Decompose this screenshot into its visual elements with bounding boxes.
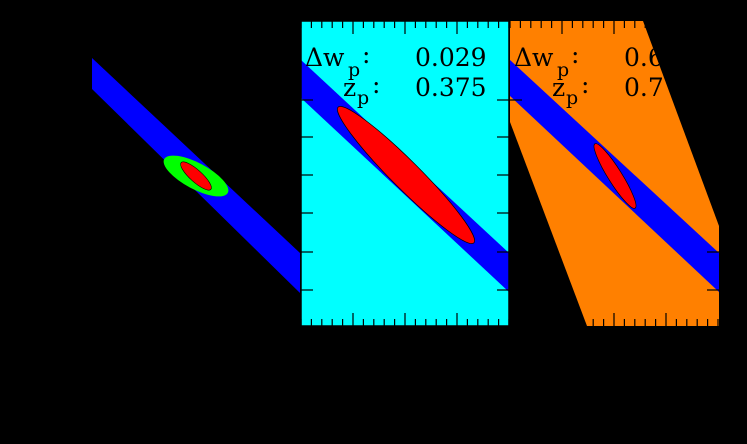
zp-value: 0.375	[415, 73, 487, 102]
right-panel: Δw p : 0.6 z p : 0.7	[510, 21, 719, 326]
middle-annotation-zp: z p : 0.375	[343, 70, 487, 109]
right-zp-subscript: p	[566, 87, 578, 109]
dw-subscript: p	[348, 59, 360, 81]
right-dw-subscript: p	[557, 59, 569, 81]
right-zp-value: 0.7	[624, 73, 664, 102]
zp-subscript: p	[357, 87, 369, 109]
right-annotation-zp: z p : 0.7	[552, 70, 664, 109]
middle-inner-contour	[337, 106, 475, 244]
zp-separator: :	[372, 70, 380, 99]
dw-separator: :	[362, 40, 370, 69]
right-dw-label: Δw	[514, 43, 554, 72]
right-zp-label: z	[552, 73, 565, 102]
right-dw-separator: :	[571, 40, 579, 69]
right-zp-separator: :	[581, 70, 589, 99]
right-inner-contour	[593, 143, 637, 209]
left-inner-contour	[180, 161, 212, 191]
middle-panel: Δw p : 0.029 z p : 0.375	[300, 20, 510, 327]
middle-annotation-dw: Δw p : 0.029	[305, 40, 487, 81]
middle-panel-frame	[300, 20, 510, 327]
dw-label: Δw	[305, 43, 345, 72]
dw-value: 0.029	[415, 43, 487, 72]
zp-label: z	[343, 73, 356, 102]
left-panel	[92, 58, 300, 293]
